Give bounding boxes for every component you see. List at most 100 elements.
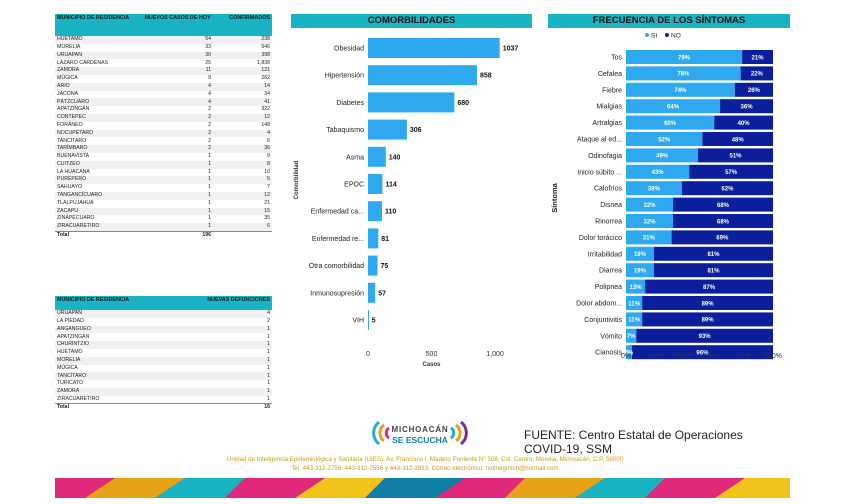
table-row: ZIRACUARETIRO 1 6 [55, 223, 272, 232]
category-label: Vómito [600, 333, 622, 340]
bar [368, 310, 369, 330]
confirmed-cell: 262 [261, 75, 270, 82]
confirmed-cell: 5 [213, 176, 272, 185]
category-label: Hipertensión [325, 73, 364, 80]
bar-no [631, 345, 773, 360]
data-label: 680 [457, 100, 469, 107]
x-axis-title: Casos [422, 362, 441, 368]
data-label-si: 19% [634, 269, 647, 275]
new-cases-cell: 1 [143, 176, 213, 185]
municipality-cell: TANGANCÍCUARO [55, 191, 143, 200]
confirmed-cell: 322 [261, 106, 270, 113]
new-cases-cell: 2 [208, 121, 211, 128]
new-cases-cell: 30 [143, 51, 213, 60]
confirmed-cell: 34 [264, 90, 270, 97]
new-cases-cell: 4 [208, 90, 211, 97]
bar-si [626, 214, 674, 228]
bar-no [698, 148, 773, 163]
data-label-si: 31% [643, 236, 656, 242]
confirmed-cell: 14 [213, 82, 272, 91]
category-label: Diabetes [336, 100, 364, 107]
x-tick-label: 1,000 [486, 351, 504, 358]
source-line-2: COVID-19, SSM [524, 442, 613, 456]
confirmed-cell: 12 [213, 191, 272, 200]
new-cases-cell: 54 [143, 36, 213, 44]
category-label: Asma [346, 154, 364, 161]
confirmed-cell: 7 [267, 184, 270, 191]
logo-arcs-icon [372, 420, 468, 446]
bar-no [689, 164, 773, 179]
new-deaths-cell: 1 [190, 356, 272, 365]
data-label-si: 13% [630, 285, 643, 291]
confirmed-cell: 398 [213, 51, 272, 60]
data-label-no: 36% [741, 105, 754, 111]
new-cases-cell: 4 [143, 98, 213, 107]
table-row: TARÍMBARO 2 36 [55, 145, 272, 153]
confirmed-cell: 41 [213, 98, 272, 107]
data-label: 75 [381, 263, 389, 270]
data-label-no: 81% [707, 252, 720, 258]
new-cases-cell: 4 [143, 82, 213, 91]
municipality-cell: JACONA [57, 90, 79, 97]
new-deaths-cell: 1 [190, 372, 272, 381]
table-row: LA PIEDAD 2 [55, 318, 272, 326]
symptoms-title: FRECUENCIA DE LOS SÍNTOMAS [548, 14, 790, 28]
category-label: Dolor abdom... [576, 301, 622, 308]
data-label: 81 [381, 236, 389, 243]
new-cases-cell: 33 [205, 43, 211, 50]
bar-no [681, 181, 773, 196]
data-label-no: 96% [696, 351, 709, 357]
category-label: Otra comorbilidad [309, 263, 364, 270]
confirmed-cell: 8 [213, 160, 272, 169]
comorbidities-title: COMORBILIDADES [291, 14, 532, 28]
new-cases-cell: 11 [143, 67, 213, 75]
bar-no [720, 99, 773, 114]
municipality-cell: SAHUAYO [57, 184, 82, 191]
new-cases-cell: 2 [208, 137, 211, 144]
bar-si [626, 246, 654, 261]
municipality-cell: ARIO [55, 82, 143, 91]
table-row: TURICATO 1 [55, 380, 272, 388]
bar-si [626, 279, 646, 294]
new-deaths-cell: 4 [190, 310, 272, 318]
category-label: Fiebre [602, 87, 622, 94]
x-tick-label: 80% [737, 353, 751, 360]
new-cases-cell: 1 [143, 207, 213, 216]
data-label-no: 81% [707, 269, 720, 275]
category-label: Tos [611, 55, 622, 62]
x-tick-label: 100% [764, 353, 782, 360]
bar [368, 174, 383, 194]
category-label: Inmunosupresión [310, 290, 364, 297]
confirmed-cell: 36 [213, 145, 272, 153]
confirmed-cell: 1,838 [257, 59, 270, 66]
bar-no [636, 328, 773, 343]
bar [368, 119, 407, 140]
legend-no-marker [665, 33, 669, 37]
legend-no-label: NO [671, 33, 681, 40]
bar-no [673, 214, 773, 228]
table-header-row: MUNICIPIO DE RESIDENCIA NUEVOS CASOS DE … [55, 14, 272, 36]
municipality-cell: URUAPAN [55, 51, 143, 60]
data-label-no: 89% [702, 318, 715, 324]
data-label-si: 43% [652, 170, 665, 176]
category-label: Conjuntivitis [584, 317, 622, 324]
table-row: TLALPUJAHUA 1 21 [55, 200, 272, 208]
data-label-si: 49% [656, 154, 669, 160]
new-cases-cell: 1 [208, 168, 211, 175]
new-cases-cell: 2 [143, 145, 213, 153]
data-label-no: 48% [732, 137, 745, 143]
municipality-cell: ZAMORA [55, 67, 143, 75]
header-confirmed: CONFIRMADOS [213, 14, 272, 36]
category-label: Disnea [600, 202, 622, 209]
municipality-cell: ZAMORA [55, 387, 190, 396]
bar [368, 92, 455, 113]
new-deaths-cell: 1 [190, 325, 272, 334]
category-label: Ataque al ed... [577, 137, 622, 144]
address-line-2: Tel. 443-312-2756, 443-312-2556 y 443-31… [291, 464, 559, 472]
address-block: Unidad de Inteligencia Epidemiológica y … [100, 456, 750, 473]
municipality-cell: LA PIEDAD [57, 317, 84, 324]
data-label-si: 38% [648, 187, 661, 193]
table-row: ZINAPÉCUARO 1 35 [55, 215, 272, 223]
municipality-cell: TLALPUJAHUA [57, 199, 94, 206]
confirmed-cell: 12 [213, 113, 272, 122]
